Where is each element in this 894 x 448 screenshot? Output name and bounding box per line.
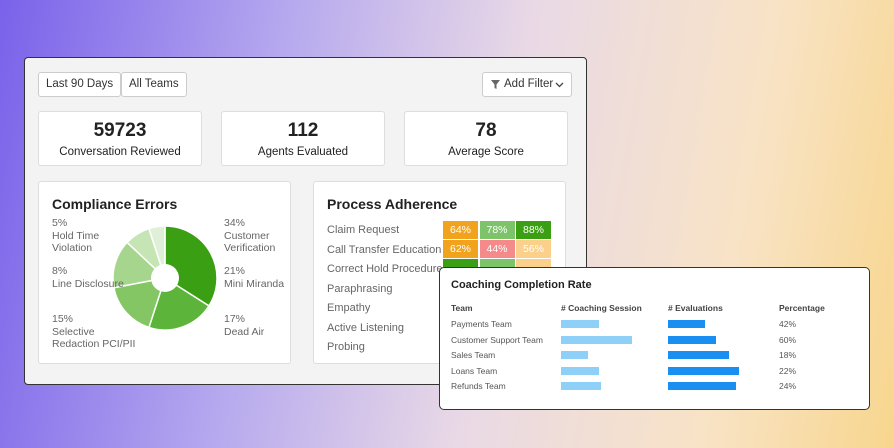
add-filter-button[interactable]: Add Filter <box>482 72 572 97</box>
percentage: 60% <box>779 334 797 345</box>
percentage: 24% <box>779 381 797 391</box>
percentage: 22% <box>779 365 797 376</box>
team-name: Refunds Team <box>451 381 506 391</box>
pie-category-label: Selective Redaction PCI/PII <box>52 325 136 351</box>
pie-label: 34% Customer Verification <box>224 217 314 255</box>
sessions-bar <box>561 351 588 359</box>
compliance-card: Compliance Errors 34% Customer Verificati… <box>38 181 291 364</box>
evaluations-bar <box>668 366 739 375</box>
add-filter-label: Add Filter <box>504 78 554 90</box>
filter-icon <box>491 80 500 89</box>
heat-cell: 44% <box>479 240 515 258</box>
kpi-label: Conversation Reviewed <box>59 146 181 158</box>
row-label: Paraphrasing <box>327 282 393 295</box>
pie-category-label: Hold Time Violation <box>52 229 100 255</box>
heat-cell: 64% <box>443 221 478 239</box>
pie-slice <box>113 277 167 329</box>
pie-value-label: 15% <box>52 313 74 325</box>
kpi-value: 78 <box>475 120 497 141</box>
pie-label: 17% Dead Air <box>224 313 314 338</box>
card-title: Process Adherence <box>327 196 458 212</box>
column-header: # Coaching Session <box>561 303 642 313</box>
kpi-value: 112 <box>287 120 319 141</box>
evaluations-bar <box>668 335 716 344</box>
heat-cell: 78% <box>479 221 515 239</box>
column-header: # Evaluations <box>668 303 723 313</box>
card-title: Coaching Completion Rate <box>451 279 592 291</box>
evaluations-bar <box>668 320 705 328</box>
pie-value-label: 21% <box>224 265 246 277</box>
percentage: 42% <box>779 319 797 329</box>
coaching-card: Coaching Completion Rate Team # Coaching … <box>439 267 870 410</box>
pie-category-label: Line Disclosure <box>52 277 124 290</box>
row-label: Call Transfer Education <box>327 243 442 256</box>
pie-value-label: 8% <box>52 265 68 277</box>
evaluations-bar <box>668 382 736 390</box>
team-name: Loans Team <box>451 365 498 376</box>
row-label: Empathy <box>327 302 371 314</box>
row-label: Active Listening <box>327 321 405 334</box>
chevron-icon <box>555 82 564 88</box>
pie-hole <box>151 264 179 292</box>
sessions-bar <box>561 335 632 344</box>
column-header: Percentage <box>779 303 825 313</box>
pie-value-label: 34% <box>224 217 246 229</box>
row-label: Correct Hold Procedure <box>327 263 443 275</box>
filter-button[interactable]: All Teams <box>121 72 187 97</box>
pie-label: 15% Selective Redaction PCI/PII <box>52 313 142 351</box>
percentage: 18% <box>779 350 797 360</box>
row-label: Claim Request <box>327 224 400 236</box>
filter-button[interactable]: Last 90 Days <box>38 72 122 97</box>
card-title: Compliance Errors <box>52 196 178 212</box>
kpi-value: 59723 <box>93 120 147 141</box>
pie-label: 8% Line Disclosure <box>52 265 142 290</box>
heat-cell: 88% <box>516 221 551 239</box>
team-name: Sales Team <box>451 350 496 360</box>
kpi-label: Agents Evaluated <box>257 146 349 158</box>
heat-cell: 56% <box>516 240 551 258</box>
sessions-bar <box>561 366 599 375</box>
pie-label: 21% Mini Miranda <box>224 265 314 290</box>
pie-category-label: Dead Air <box>224 325 265 338</box>
kpi-card: 59723 Conversation Reviewed <box>38 111 202 166</box>
kpi-card: 78 Average Score <box>404 111 568 166</box>
pie-chart <box>112 225 218 331</box>
column-header: Team <box>451 303 473 313</box>
row-label: Probing <box>327 341 365 353</box>
pie-category-label: Mini Miranda <box>224 277 285 290</box>
evaluations-bar <box>668 351 729 359</box>
pie-value-label: 5% <box>52 217 68 229</box>
pie-label: 5% Hold Time Violation <box>52 217 142 255</box>
pie-value-label: 17% <box>224 313 246 325</box>
heat-cell: 62% <box>443 240 478 258</box>
sessions-bar <box>561 382 601 390</box>
team-name: Customer Support Team <box>451 334 543 345</box>
kpi-label: Average Score <box>448 146 524 158</box>
team-name: Payments Team <box>451 319 512 329</box>
kpi-card: 112 Agents Evaluated <box>221 111 385 166</box>
sessions-bar <box>561 320 599 328</box>
pie-category-label: Customer Verification <box>224 229 276 255</box>
